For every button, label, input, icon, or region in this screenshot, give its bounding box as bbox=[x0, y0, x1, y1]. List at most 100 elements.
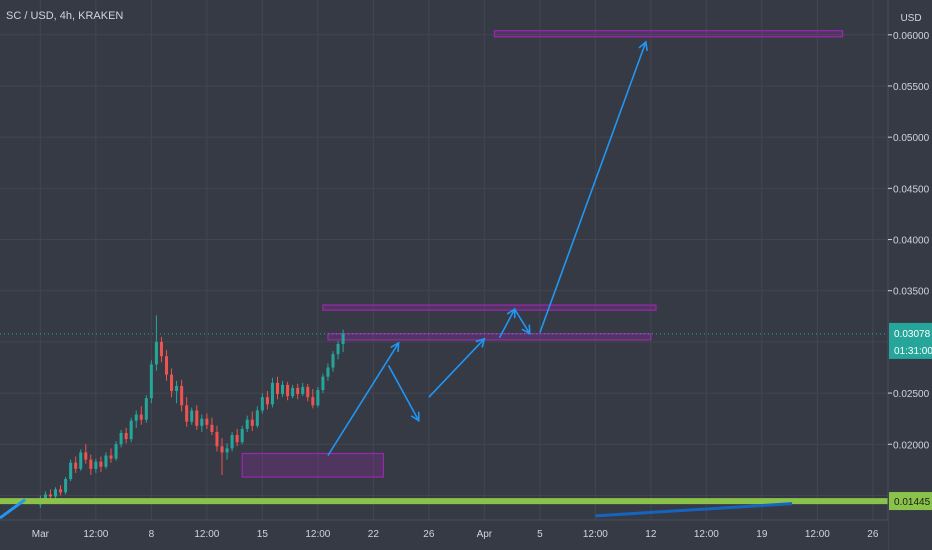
candle bbox=[316, 390, 320, 406]
zone-layer bbox=[241, 30, 844, 478]
candles bbox=[38, 315, 345, 508]
candle bbox=[64, 479, 68, 493]
candle bbox=[331, 354, 335, 368]
candle bbox=[306, 386, 310, 398]
time-tick-label: 12:00 bbox=[583, 529, 608, 540]
candle bbox=[250, 419, 254, 426]
time-tick-label: 12 bbox=[645, 529, 657, 540]
candle bbox=[134, 414, 138, 421]
candle bbox=[119, 432, 123, 445]
candle bbox=[180, 385, 184, 406]
candle bbox=[104, 455, 108, 467]
candle bbox=[200, 418, 204, 426]
time-tick-label: 26 bbox=[867, 529, 879, 540]
time-tick-label: 12:00 bbox=[305, 529, 330, 540]
candle bbox=[275, 382, 280, 395]
time-tick-label: Mar bbox=[32, 529, 50, 540]
forecast-arrow-head bbox=[410, 411, 420, 423]
candle bbox=[79, 452, 83, 469]
time-axis-bg bbox=[0, 520, 888, 550]
resistance-zone-upper bbox=[322, 304, 657, 311]
candle bbox=[185, 405, 189, 422]
candle bbox=[281, 384, 285, 395]
candle bbox=[69, 462, 73, 480]
forecast-arrow bbox=[387, 365, 420, 422]
price-tick-label: 0.06000 bbox=[893, 31, 930, 42]
candle bbox=[175, 385, 179, 392]
candle bbox=[43, 494, 47, 499]
candle bbox=[225, 448, 229, 453]
bar-countdown-label: 01:31:00 bbox=[894, 346, 932, 357]
candle bbox=[89, 459, 93, 469]
price-tick-label: 0.05500 bbox=[893, 82, 930, 93]
candle bbox=[240, 428, 244, 443]
candle bbox=[53, 489, 58, 497]
candle bbox=[255, 410, 259, 426]
price-tick-label: 0.02500 bbox=[893, 389, 930, 400]
grid bbox=[0, 0, 888, 520]
time-tick-label: 19 bbox=[756, 529, 768, 540]
support-price-tag bbox=[889, 492, 932, 511]
candle bbox=[291, 387, 295, 397]
level-lines bbox=[0, 333, 888, 520]
candle bbox=[341, 333, 345, 344]
candle bbox=[235, 435, 239, 443]
forecast-arrows bbox=[327, 40, 648, 456]
accumulation-zone bbox=[241, 452, 385, 478]
candle bbox=[190, 410, 194, 422]
price-tick-label: 0.03500 bbox=[893, 287, 930, 298]
price-axis-unit: USD bbox=[900, 13, 921, 24]
forecast-arrow-head bbox=[475, 337, 486, 348]
time-tick-label: 12:00 bbox=[194, 529, 219, 540]
price-tick-label: 0.04000 bbox=[893, 236, 930, 247]
time-tick-label: 12:00 bbox=[694, 529, 719, 540]
candle bbox=[220, 446, 224, 453]
candle bbox=[48, 494, 52, 497]
last-price-tag bbox=[889, 322, 932, 359]
time-axis[interactable]: Mar 12:00 8 12:00 15 12:00 22 26 Apr 5 12:00 12 12:0… bbox=[0, 519, 888, 550]
candle bbox=[270, 382, 274, 405]
candle bbox=[114, 444, 118, 459]
time-tick-label: Apr bbox=[477, 529, 493, 540]
support-price-label: 0.01445 bbox=[894, 497, 931, 508]
forecast-arrow bbox=[428, 338, 485, 398]
candle bbox=[170, 374, 174, 392]
time-tick-label: 8 bbox=[149, 529, 155, 540]
forecast-arrow bbox=[513, 308, 531, 335]
candle bbox=[311, 397, 315, 406]
candle bbox=[215, 431, 219, 447]
price-tick-label: 0.04500 bbox=[893, 184, 930, 195]
resistance-zone-lower bbox=[327, 333, 652, 341]
time-tick-label: 26 bbox=[423, 529, 435, 540]
candle bbox=[205, 418, 209, 425]
time-tick-label: 12:00 bbox=[805, 529, 830, 540]
candle bbox=[94, 461, 98, 469]
forecast-arrow bbox=[327, 342, 400, 456]
candle bbox=[245, 419, 249, 429]
candle bbox=[144, 398, 148, 420]
candle bbox=[210, 424, 214, 432]
target-zone bbox=[493, 30, 844, 38]
candle bbox=[139, 414, 143, 420]
candle bbox=[296, 387, 300, 395]
candle bbox=[109, 455, 113, 459]
candle bbox=[286, 384, 290, 397]
candle bbox=[59, 489, 63, 493]
candle bbox=[265, 397, 269, 405]
forecast-arrow-head bbox=[521, 324, 531, 336]
symbol-title: SC / USD, 4h, KRAKEN bbox=[6, 10, 124, 22]
candle bbox=[260, 397, 264, 411]
price-tick-label: 0.05000 bbox=[893, 133, 930, 144]
trend-line-right bbox=[595, 502, 793, 518]
price-axis-bg bbox=[888, 0, 932, 550]
price-axis[interactable]: USD 0.06000 0.05500 0.05000 0.04500 0.04000 0.… bbox=[887, 0, 932, 550]
candle bbox=[301, 386, 305, 395]
candle bbox=[149, 364, 153, 399]
candle bbox=[164, 356, 169, 375]
trend-line-left bbox=[0, 498, 27, 520]
candle bbox=[321, 376, 325, 390]
forecast-arrow-head bbox=[390, 341, 400, 352]
candle bbox=[336, 343, 340, 355]
